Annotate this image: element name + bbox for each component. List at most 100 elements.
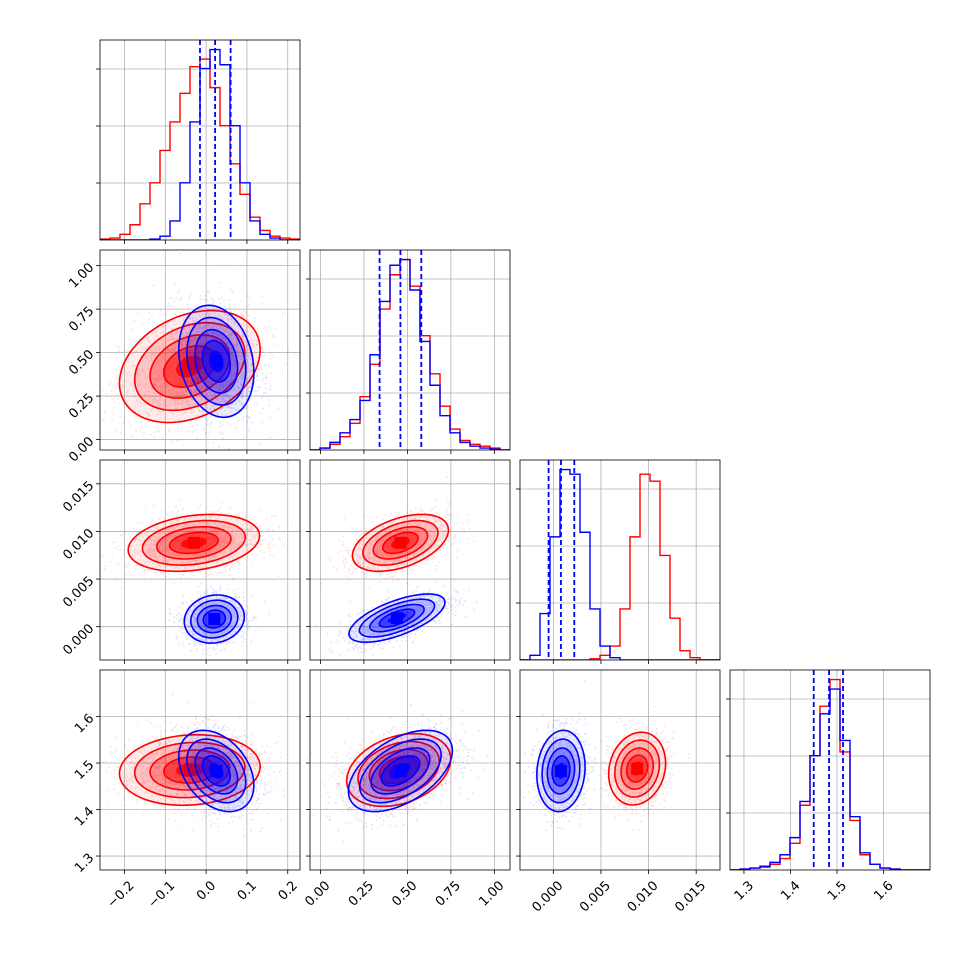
hist-blue-2 xyxy=(520,468,720,660)
scatter-panel-2-0 xyxy=(96,459,301,664)
x-tick-label: 1.3 xyxy=(732,878,757,903)
x-tick-label: 0.00 xyxy=(302,878,333,909)
contour-blue xyxy=(368,603,425,633)
panel-frame xyxy=(99,459,301,661)
density-peak-blue xyxy=(210,764,223,777)
density-peak-red xyxy=(183,360,196,373)
density-peak-blue xyxy=(554,764,567,777)
hist-blue-3 xyxy=(730,688,930,870)
contour-blue xyxy=(196,604,233,634)
contour-blue xyxy=(358,738,442,804)
x-tick-label: 1.00 xyxy=(476,878,507,909)
x-tick-label: −0.1 xyxy=(145,878,178,911)
contour-blue xyxy=(378,608,416,628)
contour-red xyxy=(155,525,232,560)
panel-frame xyxy=(99,249,301,451)
hist-panel-3 xyxy=(726,669,931,874)
contour-blue xyxy=(358,598,436,638)
density-peak-blue xyxy=(208,613,221,626)
hist-red-0 xyxy=(100,58,300,240)
contour-red xyxy=(162,756,217,784)
contour-red xyxy=(345,732,452,808)
y-tick-label: 1.4 xyxy=(72,804,97,829)
contour-red xyxy=(620,747,655,791)
contour-blue xyxy=(177,304,255,419)
density-peak-red xyxy=(187,536,200,549)
density-peak-blue xyxy=(390,612,403,625)
contour-blue xyxy=(551,755,571,787)
x-tick-label: 0.1 xyxy=(235,878,260,903)
x-tick-label: 0.015 xyxy=(672,878,709,915)
contour-blue xyxy=(370,747,431,795)
hist-panel-2 xyxy=(516,459,721,664)
y-tick-label: 0.015 xyxy=(60,479,97,516)
x-tick-label: 1.4 xyxy=(778,878,803,903)
density-peak-red xyxy=(631,762,644,775)
panel-frame xyxy=(99,39,301,241)
x-tick-label: 0.000 xyxy=(529,878,566,915)
contour-blue xyxy=(201,339,231,383)
hist-blue-1 xyxy=(310,258,510,450)
contour-red xyxy=(141,519,247,566)
hist-red-2 xyxy=(520,473,720,660)
contour-blue xyxy=(186,316,247,406)
panel-frame xyxy=(309,669,511,871)
contour-red xyxy=(362,519,439,566)
contour-blue xyxy=(201,755,231,787)
scatter-panel-2-1 xyxy=(306,459,511,664)
contour-red xyxy=(149,749,231,791)
scatter-panel-3-1 xyxy=(306,669,511,874)
contour-red xyxy=(168,531,220,555)
y-tick-label: 1.3 xyxy=(72,851,97,876)
contour-blue xyxy=(347,729,454,813)
contour-blue xyxy=(380,755,421,787)
x-tick-label: 0.010 xyxy=(625,878,662,915)
x-tick-label: 0.50 xyxy=(389,878,420,909)
y-tick-label: 0.005 xyxy=(60,574,97,611)
contour-red xyxy=(381,531,420,555)
panel-frame xyxy=(99,669,301,871)
y-tick-label: 1.5 xyxy=(72,758,97,783)
y-tick-label: 0.010 xyxy=(60,526,97,563)
contour-blue xyxy=(194,747,239,795)
contour-blue xyxy=(177,729,255,813)
contour-blue xyxy=(202,609,227,629)
y-tick-label: 1.6 xyxy=(72,711,97,736)
density-peak-red xyxy=(394,536,407,549)
x-tick-label: 0.2 xyxy=(276,878,301,903)
contour-blue xyxy=(194,328,239,394)
contour-red xyxy=(372,525,429,560)
density-peak-blue xyxy=(210,355,223,368)
x-tick-label: 1.6 xyxy=(871,878,896,903)
contour-red xyxy=(357,740,441,800)
y-tick-label: 0.75 xyxy=(66,304,97,335)
contour-blue xyxy=(189,599,239,639)
contour-red xyxy=(625,754,649,783)
scatter-panel-1-0 xyxy=(96,249,301,454)
x-tick-label: 0.0 xyxy=(194,878,219,903)
contour-red xyxy=(607,731,667,806)
scatter-points xyxy=(320,476,475,588)
contour-red xyxy=(127,513,261,573)
x-tick-label: 0.005 xyxy=(577,878,614,915)
contour-red xyxy=(133,321,246,412)
contour-blue xyxy=(546,747,576,795)
contour-blue xyxy=(186,738,247,804)
contour-blue xyxy=(536,729,586,813)
contour-blue xyxy=(348,593,446,644)
hist-panel-0 xyxy=(96,39,301,244)
x-tick-label: 1.5 xyxy=(825,878,850,903)
hist-panel-1 xyxy=(306,249,511,454)
scatter-panel-3-2 xyxy=(516,669,721,874)
contour-blue xyxy=(183,594,246,644)
panel-frame xyxy=(729,669,931,871)
contour-red xyxy=(351,513,450,573)
hist-blue-0 xyxy=(100,48,300,240)
panel-frame xyxy=(519,669,721,871)
y-tick-label: 1.00 xyxy=(66,260,97,291)
y-tick-label: 0.000 xyxy=(60,621,97,658)
density-peak-red xyxy=(183,764,196,776)
density-peak-blue xyxy=(394,764,407,777)
panel-frame xyxy=(519,459,721,661)
